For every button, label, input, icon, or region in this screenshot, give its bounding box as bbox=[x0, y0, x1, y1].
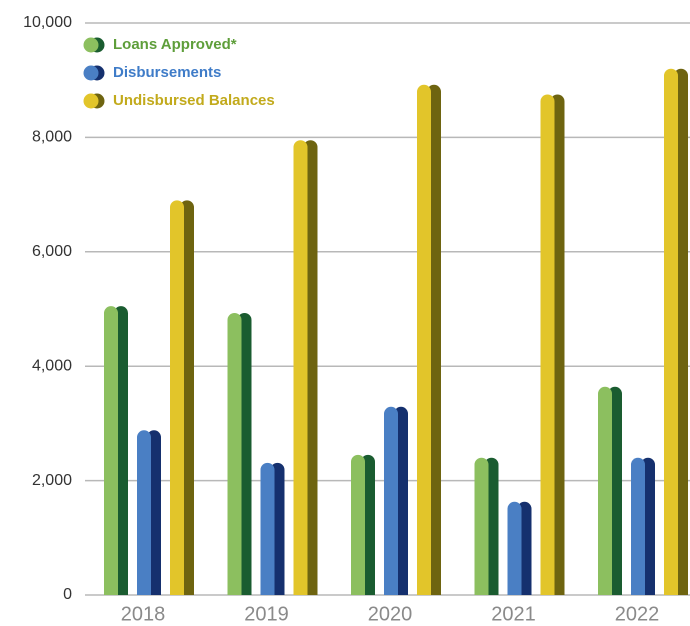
y-tick-label: 6,000 bbox=[32, 243, 72, 260]
bar bbox=[351, 454, 375, 595]
legend-marker bbox=[83, 65, 105, 81]
x-tick-label: 2022 bbox=[615, 603, 660, 625]
y-tick-label: 2,000 bbox=[32, 472, 72, 489]
bar bbox=[137, 430, 161, 595]
bar bbox=[170, 200, 194, 596]
bar bbox=[104, 306, 128, 595]
bar bbox=[507, 501, 532, 595]
y-tick-label: 4,000 bbox=[32, 357, 72, 374]
bar bbox=[293, 140, 318, 595]
bar bbox=[540, 94, 565, 596]
y-tick-label: 10,000 bbox=[23, 14, 72, 31]
bar bbox=[417, 84, 441, 596]
bar bbox=[664, 68, 689, 595]
bar bbox=[631, 457, 656, 595]
x-tick-label: 2020 bbox=[368, 603, 413, 625]
legend-label: Loans Approved* bbox=[113, 36, 237, 53]
legend-label: Undisbursed Balances bbox=[113, 92, 275, 109]
bar bbox=[598, 386, 622, 595]
bar bbox=[227, 313, 252, 595]
bar bbox=[260, 462, 285, 595]
bar bbox=[384, 406, 408, 595]
legend-marker bbox=[83, 93, 105, 109]
y-tick-label: 8,000 bbox=[32, 129, 72, 146]
x-tick-label: 2018 bbox=[121, 603, 166, 625]
bar bbox=[474, 457, 499, 595]
y-tick-label: 0 bbox=[63, 586, 72, 603]
x-tick-label: 2019 bbox=[244, 603, 289, 625]
x-tick-label: 2021 bbox=[491, 603, 536, 625]
legend-label: Disbursements bbox=[113, 64, 221, 81]
legend-marker bbox=[83, 37, 105, 53]
